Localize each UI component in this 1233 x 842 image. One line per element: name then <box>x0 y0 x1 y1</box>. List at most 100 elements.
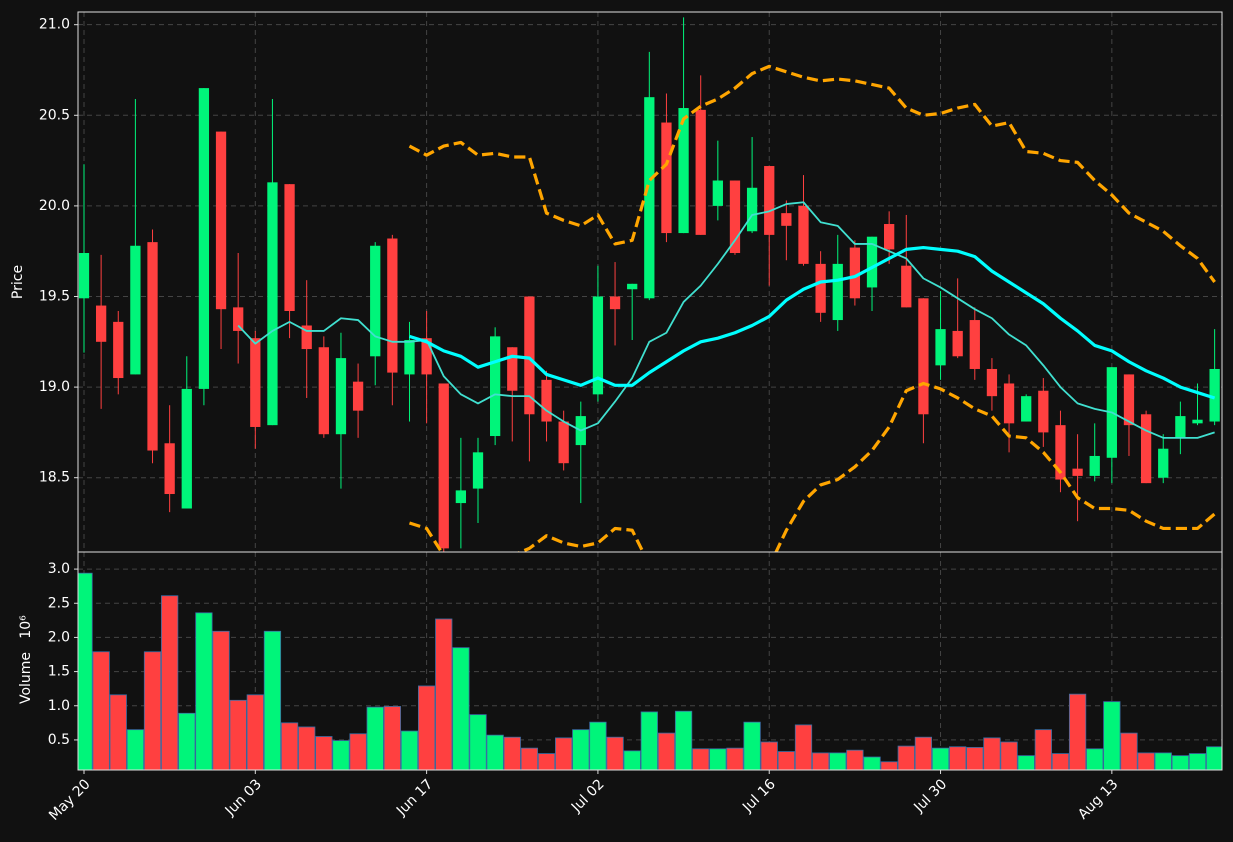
candle-body <box>335 358 347 435</box>
candle-body <box>198 88 210 389</box>
volume-bar <box>709 748 727 770</box>
candle-body <box>95 305 107 342</box>
volume-bar <box>880 761 898 770</box>
candle-body <box>866 236 878 288</box>
candle-body <box>421 338 432 375</box>
candle-body <box>78 253 90 299</box>
y-tick-label: 18.5 <box>39 470 70 486</box>
volume-bar <box>452 647 470 770</box>
candle-body <box>695 109 706 235</box>
volume-bar <box>1171 755 1189 770</box>
candle-body <box>729 180 741 254</box>
candle-body <box>644 97 655 299</box>
volume-bar <box>692 748 710 770</box>
volume-bar <box>1154 752 1172 770</box>
price-axis-label: Price <box>10 265 26 299</box>
volume-bar <box>143 651 162 770</box>
candle-body <box>1175 416 1186 438</box>
volume-bar <box>298 726 316 770</box>
volume-bar <box>349 733 367 770</box>
volume-bar <box>983 737 1001 770</box>
candle-body <box>387 238 398 373</box>
candle-body <box>147 242 158 451</box>
volume-bar <box>520 747 539 770</box>
candle-body <box>969 320 980 369</box>
series-line <box>237 201 1215 439</box>
volume-bar <box>1068 693 1087 770</box>
volume-bar <box>863 756 881 770</box>
volume-bar <box>743 721 761 770</box>
volume-bar <box>812 752 830 770</box>
candle-body <box>130 245 141 375</box>
volume-bar <box>1188 753 1207 770</box>
volume-bar <box>332 740 350 770</box>
series-line <box>408 381 1216 552</box>
candle-body <box>541 379 552 422</box>
volume-bar <box>606 736 624 770</box>
volume-bar <box>1120 732 1138 770</box>
volume-bar <box>829 752 847 770</box>
candle-body <box>164 443 175 495</box>
candle-body <box>1140 414 1152 484</box>
volume-bar <box>1034 729 1052 770</box>
candle-body <box>901 265 912 308</box>
y-tick-label: 20.5 <box>39 107 70 123</box>
candle-body <box>952 330 963 357</box>
y-tick-label: 19.5 <box>39 288 70 304</box>
candle-body <box>935 329 946 366</box>
candle-body <box>1123 374 1135 426</box>
y-tick-label: 2.5 <box>48 595 70 611</box>
candle-body <box>215 131 227 310</box>
candle-body <box>524 296 535 415</box>
volume-bar <box>640 711 658 770</box>
price-panel <box>78 17 1220 552</box>
y-tick-label: 3.0 <box>48 561 70 577</box>
candle-body <box>1038 390 1049 433</box>
y-tick-label: 19.0 <box>39 379 70 395</box>
volume-bar <box>1103 701 1121 770</box>
volume-bar <box>469 714 487 770</box>
volume-bar <box>1206 746 1222 770</box>
volume-bar <box>674 710 693 770</box>
volume-bar <box>555 737 573 770</box>
candle-body <box>1089 455 1100 476</box>
y-tick-label: 20.0 <box>39 198 70 214</box>
candle-body <box>661 122 672 234</box>
candle-body <box>918 298 929 415</box>
candle-body <box>489 336 501 437</box>
candle-body <box>1072 468 1083 476</box>
volume-bar <box>966 747 984 770</box>
candle-body <box>250 338 261 427</box>
volume-bar <box>435 618 453 770</box>
candle-body <box>764 166 775 235</box>
volume-bar <box>657 732 676 770</box>
volume-bar <box>931 747 950 770</box>
volume-bar <box>794 724 813 770</box>
volume-bar <box>246 694 264 770</box>
volume-bar <box>178 712 196 770</box>
candle-body <box>370 245 381 357</box>
y-tick-label: 2.0 <box>48 629 70 645</box>
volume-bar <box>623 750 641 770</box>
candle-body <box>1055 425 1066 480</box>
volume-frame <box>77 551 1223 771</box>
candle-body <box>849 247 861 299</box>
candle-body <box>404 339 415 375</box>
volume-axis-label: Volume <box>18 652 34 704</box>
volume-bar <box>486 734 504 770</box>
volume-bar <box>366 706 384 770</box>
volume-bar <box>92 651 110 770</box>
candle-body <box>472 452 484 489</box>
candle-body <box>233 307 244 331</box>
candle-body <box>986 368 998 397</box>
candle-body <box>798 205 809 264</box>
volume-bar <box>760 741 778 770</box>
volume-bar <box>280 722 299 770</box>
volume-bar <box>572 729 590 770</box>
candle-body <box>781 213 792 226</box>
candle-body <box>746 187 758 232</box>
candle-body <box>1003 383 1015 424</box>
volume-bar <box>417 685 436 770</box>
candle-body <box>627 283 638 290</box>
